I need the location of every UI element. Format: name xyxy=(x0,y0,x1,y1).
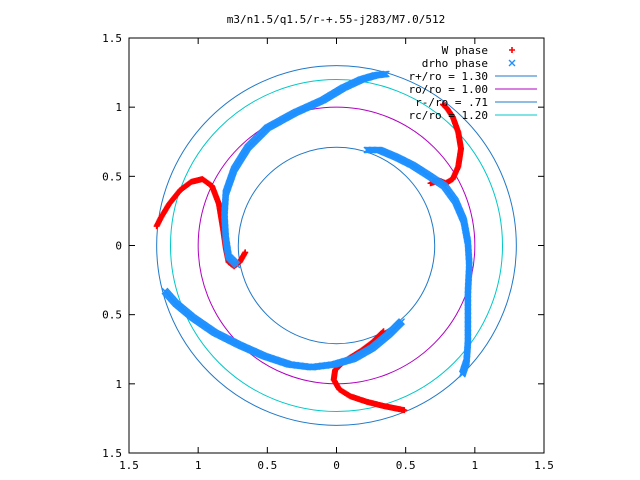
arm-1 xyxy=(153,176,249,270)
y-tick-label: 0.5 xyxy=(102,309,122,322)
axis-ticks: 1.5 1 0.5 0 0.5 1 1.51.510.500.511.5 xyxy=(102,32,554,472)
circle-r-ro-71 xyxy=(237,146,436,345)
legend-label: rc/ro = 1.20 xyxy=(409,109,488,122)
series-drho-phase xyxy=(161,70,473,378)
x-tick-label: 1.5 xyxy=(119,459,139,472)
y-tick-label: 1.5 xyxy=(102,447,122,460)
data-point xyxy=(153,223,160,230)
y-tick-label: 1 xyxy=(115,378,122,391)
legend-marker xyxy=(509,47,515,53)
arm-2 xyxy=(363,146,473,378)
phase-points xyxy=(153,70,473,414)
circle-rc-ro-1-20 xyxy=(170,79,503,412)
legend-label: r-/ro = .71 xyxy=(415,96,488,109)
x-tick-label: 0 xyxy=(333,459,340,472)
legend-label: ro/ro = 1.00 xyxy=(409,83,488,96)
legend-marker xyxy=(508,59,516,67)
x-tick-label: 1 xyxy=(472,459,479,472)
data-point xyxy=(161,287,169,295)
y-tick-label: 1 xyxy=(115,101,122,114)
x-tick-label: 1 xyxy=(195,459,202,472)
data-point xyxy=(458,370,466,378)
y-tick-label: 1.5 xyxy=(102,32,122,45)
x-tick-label: 0.5 xyxy=(257,459,277,472)
data-point xyxy=(401,407,408,414)
arm-1 xyxy=(220,70,390,269)
circle-r-ro-1-30 xyxy=(156,65,517,426)
arm-3 xyxy=(161,287,406,371)
x-tick-label: 0.5 xyxy=(396,459,416,472)
legend-label: drho phase xyxy=(422,57,488,70)
data-point xyxy=(382,70,390,78)
x-tick-label: 1.5 xyxy=(534,459,554,472)
y-tick-label: 0 xyxy=(115,240,122,253)
data-point xyxy=(381,70,389,78)
data-point xyxy=(380,70,388,78)
reference-circles xyxy=(156,65,517,426)
data-point xyxy=(440,102,447,109)
legend-label: W phase xyxy=(442,44,488,57)
chart-title: m3/n1.5/q1.5/r-+.55-j283/M7.0/512 xyxy=(227,13,446,26)
data-point xyxy=(440,101,447,108)
y-tick-label: 0.5 xyxy=(102,170,122,183)
legend-label: r+/ro = 1.30 xyxy=(409,70,488,83)
